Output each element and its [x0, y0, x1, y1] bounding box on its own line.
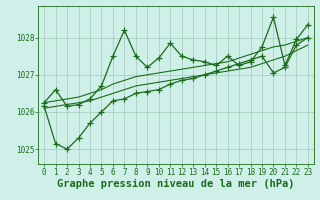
- X-axis label: Graphe pression niveau de la mer (hPa): Graphe pression niveau de la mer (hPa): [57, 179, 295, 189]
